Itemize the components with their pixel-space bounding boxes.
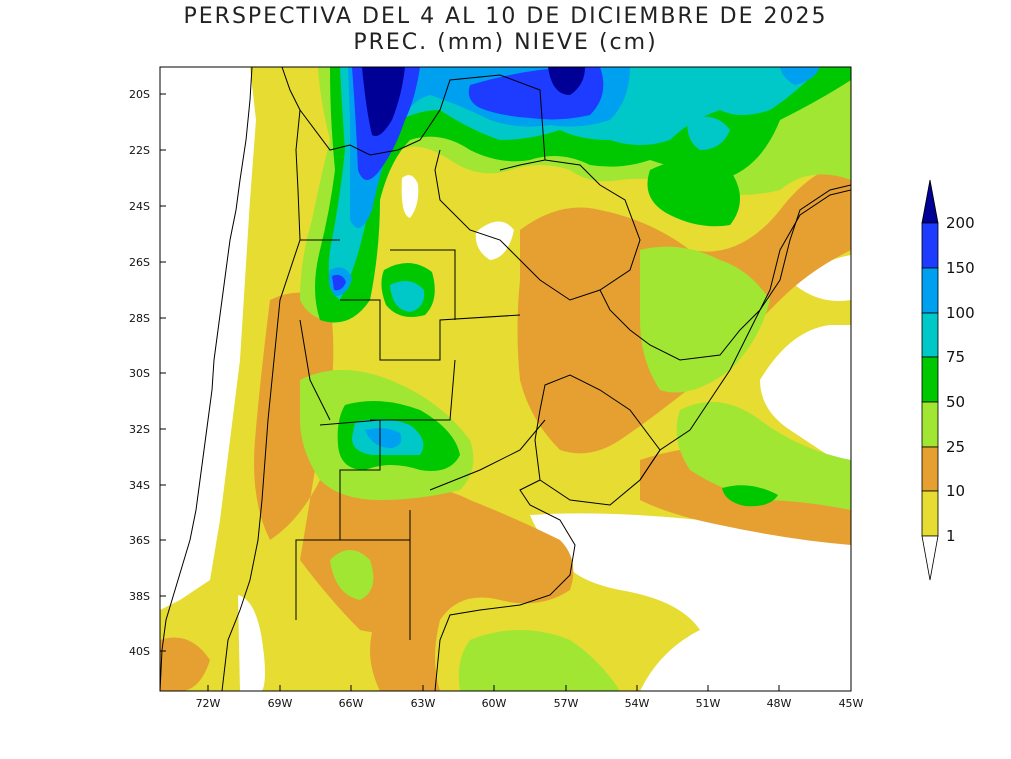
lon-tick-72w: 72W [196, 697, 221, 710]
colorbar-label-200: 200 [946, 214, 975, 232]
paraguay-border [434, 149, 641, 301]
lat-tick-22s: 22S [129, 144, 150, 157]
colorbar-75 [921, 312, 939, 358]
lat-axis: 20S 22S 24S 26S 28S 30S 32S 34S 36S 38S … [129, 88, 166, 658]
precip-band-200-north-east [548, 67, 585, 95]
argentina-coast [434, 479, 576, 691]
colorbar-25 [921, 401, 939, 448]
lon-tick-63w: 63W [411, 697, 436, 710]
lat-tick-36s: 36S [129, 534, 150, 547]
no-precip-andes-west [160, 67, 256, 610]
lat-tick-20s: 20S [129, 88, 150, 101]
colorbar [921, 179, 939, 581]
no-precip-chaco [475, 221, 514, 260]
colorbar-label-150: 150 [946, 259, 975, 277]
lon-tick-45w: 45W [839, 697, 864, 710]
colorbar-label-50: 50 [946, 393, 965, 411]
no-precip-atlantic-south [530, 513, 851, 691]
colorbar-label-10: 10 [946, 482, 965, 500]
precip-band-75-east [687, 116, 730, 150]
lon-tick-54w: 54W [625, 697, 650, 710]
colorbar-50 [921, 356, 939, 403]
colorbar-arrow-top [921, 179, 939, 224]
lon-tick-48w: 48W [767, 697, 792, 710]
lat-tick-40s: 40S [129, 645, 150, 658]
colorbar-arrow-bottom [921, 535, 939, 581]
no-precip-salta [401, 175, 419, 218]
colorbar-150 [921, 222, 939, 269]
lon-tick-69w: 69W [268, 697, 293, 710]
no-precip-atlantic-east [760, 325, 851, 470]
precip-band-25-south [330, 550, 374, 600]
colorbar-label-25: 25 [946, 438, 965, 456]
colorbar-labels: 1 10 25 50 75 100 150 200 [946, 214, 975, 545]
precip-band-10-south [370, 486, 574, 691]
lon-tick-66w: 66W [339, 697, 364, 710]
lon-tick-60w: 60W [482, 697, 507, 710]
boundaries [160, 67, 851, 691]
lat-tick-24s: 24S [129, 200, 150, 213]
precip-band-25-east-coast [676, 402, 851, 510]
precip-band-10-patagonia [160, 637, 210, 691]
precip-band-50-east [647, 160, 740, 227]
province-lines [295, 239, 546, 640]
lat-tick-30s: 30S [129, 367, 150, 380]
lat-tick-28s: 28S [129, 312, 150, 325]
lon-tick-57w: 57W [554, 697, 579, 710]
precip-band-100-central [365, 428, 402, 448]
colorbar-10 [921, 446, 939, 492]
precip-band-150-west [332, 274, 346, 291]
lat-tick-32s: 32S [129, 423, 150, 436]
andes-border [221, 67, 301, 691]
lat-tick-38s: 38S [129, 590, 150, 603]
precip-band-25-patagonia-east [458, 630, 620, 691]
uruguay-border [534, 374, 661, 506]
colorbar-label-75: 75 [946, 348, 965, 366]
colorbar-label-1: 1 [946, 527, 956, 545]
precip-band-75-cordoba [390, 281, 425, 312]
map-title: PERSPECTIVA DEL 4 AL 10 DE DICIEMBRE DE … [183, 4, 828, 29]
lat-tick-34s: 34S [129, 479, 150, 492]
chile-coast [160, 67, 253, 691]
colorbar-1 [921, 490, 939, 537]
precip-band-200-north [362, 67, 405, 136]
precip-field [160, 67, 851, 691]
precip-band-50-southeast [722, 485, 778, 507]
no-precip-south [238, 595, 265, 691]
colorbar-label-100: 100 [946, 304, 975, 322]
precip-band-100-east [780, 67, 820, 85]
lon-axis: 72W 69W 66W 63W 60W 57W 54W 51W 48W 45W [196, 685, 864, 710]
brazil-coast [639, 189, 851, 481]
colorbar-100 [921, 267, 939, 314]
map-subtitle: PREC. (mm) NIEVE (cm) [353, 30, 658, 55]
lat-tick-26s: 26S [129, 256, 150, 269]
no-precip-east-small [795, 255, 851, 301]
lon-tick-51w: 51W [696, 697, 721, 710]
brazil-argentina-border [599, 184, 851, 361]
